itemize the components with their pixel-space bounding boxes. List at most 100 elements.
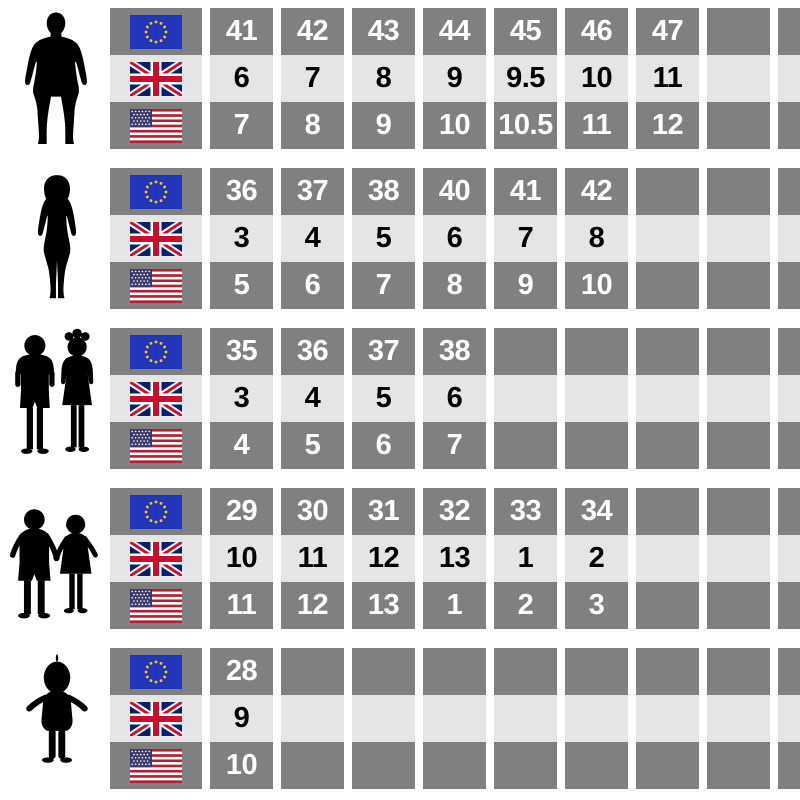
us-flag-cell [110, 422, 202, 469]
size-cell-children-us-0: 4 [210, 422, 273, 469]
eu-flag-icon [130, 174, 182, 209]
size-cell-empty [707, 168, 770, 215]
size-value: 4 [304, 382, 321, 414]
size-value: 11 [581, 109, 612, 141]
size-cell-empty [636, 582, 699, 629]
size-cell-young-children-eu-4: 33 [494, 488, 557, 535]
size-cell-women-us-1: 6 [281, 262, 344, 309]
size-cell-men-us-2: 9 [352, 102, 415, 149]
size-cell-men-us-4: 10.5 [494, 102, 557, 149]
size-cell-empty [778, 168, 800, 215]
eu-flag-icon [130, 494, 182, 529]
size-cell-men-uk-1: 7 [281, 55, 344, 102]
size-cell-men-us-5: 11 [565, 102, 628, 149]
size-cell-men-eu-0: 41 [210, 8, 273, 55]
size-cell-empty [636, 262, 699, 309]
size-cell-empty [778, 55, 800, 102]
size-cell-empty [494, 328, 557, 375]
eu-flag-icon [130, 14, 182, 49]
size-cell-children-eu-1: 36 [281, 328, 344, 375]
size-cell-children-uk-2: 5 [352, 375, 415, 422]
size-cell-empty [636, 648, 699, 695]
size-row-women-us: 5 6 7 8 9 10 [110, 262, 800, 309]
size-cell-toddlers-us-0: 10 [210, 742, 273, 789]
size-cell-men-eu-3: 44 [423, 8, 486, 55]
size-row-men-us: 7 8 9 10 10.5 11 12 [110, 102, 800, 149]
size-group-men: 41 42 43 44 45 46 47 6 7 8 9 9.5 10 11 7 8 9 10 10.5 11 12 [110, 8, 800, 149]
size-value: 5 [375, 222, 392, 254]
size-value: 8 [588, 222, 605, 254]
size-cell-women-us-5: 10 [565, 262, 628, 309]
size-table: 41 42 43 44 45 46 47 6 7 8 9 9.5 10 11 7 8 9 10 10.5 11 12 36… [110, 8, 800, 800]
size-cell-men-uk-0: 6 [210, 55, 273, 102]
toddler-silhouette-icon [16, 648, 98, 781]
size-cell-men-eu-1: 42 [281, 8, 344, 55]
size-cell-young-children-eu-1: 30 [281, 488, 344, 535]
size-row-young-children-us: 11 12 13 1 2 3 [110, 582, 800, 629]
size-cell-empty [636, 422, 699, 469]
size-value: 32 [438, 495, 471, 527]
size-cell-men-uk-5: 10 [565, 55, 628, 102]
size-cell-empty [707, 742, 770, 789]
size-cell-empty [707, 648, 770, 695]
size-value: 6 [304, 269, 321, 301]
size-cell-empty [707, 695, 770, 742]
size-value: 41 [225, 15, 258, 47]
size-value: 3 [233, 222, 250, 254]
size-cell-empty [494, 742, 557, 789]
eu-flag-icon [130, 654, 182, 689]
size-cell-empty [707, 535, 770, 582]
size-value: 36 [225, 175, 258, 207]
size-cell-young-children-us-1: 12 [281, 582, 344, 629]
children-silhouette-icon [8, 328, 104, 463]
size-cell-empty [281, 648, 344, 695]
size-cell-men-eu-4: 45 [494, 8, 557, 55]
size-group-toddlers: 28 9 10 [110, 648, 800, 789]
size-value: 47 [651, 15, 684, 47]
size-cell-empty [707, 8, 770, 55]
size-value: 33 [509, 495, 542, 527]
size-cell-empty [778, 375, 800, 422]
size-cell-men-us-3: 10 [423, 102, 486, 149]
us-flag-icon [130, 588, 182, 623]
size-cell-empty [423, 695, 486, 742]
size-value: 42 [296, 15, 329, 47]
size-value: 10 [580, 269, 613, 301]
uk-flag-cell [110, 55, 202, 102]
size-value: 37 [367, 335, 400, 367]
size-cell-young-children-uk-4: 1 [494, 535, 557, 582]
us-flag-cell [110, 102, 202, 149]
size-cell-empty [636, 742, 699, 789]
size-cell-young-children-us-5: 3 [565, 582, 628, 629]
size-cell-empty [281, 742, 344, 789]
size-row-men-uk: 6 7 8 9 9.5 10 11 [110, 55, 800, 102]
man-silhouette-icon [12, 9, 100, 149]
size-cell-young-children-eu-3: 32 [423, 488, 486, 535]
eu-flag-icon [130, 334, 182, 369]
size-row-women-eu: 36 37 38 40 41 42 [110, 168, 800, 215]
size-cell-empty [778, 695, 800, 742]
size-cell-women-us-4: 9 [494, 262, 557, 309]
size-cell-women-eu-1: 37 [281, 168, 344, 215]
size-cell-toddlers-uk-0: 9 [210, 695, 273, 742]
size-value: 6 [446, 382, 463, 414]
size-value: 12 [651, 109, 684, 141]
size-cell-young-children-eu-2: 31 [352, 488, 415, 535]
young-children-holding-hands-silhouette-icon [5, 494, 105, 627]
size-row-toddlers-eu: 28 [110, 648, 800, 695]
us-flag-icon [130, 108, 182, 143]
size-row-toddlers-us: 10 [110, 742, 800, 789]
size-cell-empty [423, 742, 486, 789]
size-cell-empty [778, 582, 800, 629]
eu-flag-cell [110, 648, 202, 695]
size-cell-empty [423, 648, 486, 695]
size-value: 7 [233, 109, 250, 141]
size-value: 10.5 [498, 109, 553, 141]
woman-silhouette-icon [20, 170, 94, 308]
size-cell-children-uk-3: 6 [423, 375, 486, 422]
size-cell-empty [565, 375, 628, 422]
us-flag-cell [110, 742, 202, 789]
size-value: 7 [304, 62, 321, 94]
size-cell-women-eu-5: 42 [565, 168, 628, 215]
